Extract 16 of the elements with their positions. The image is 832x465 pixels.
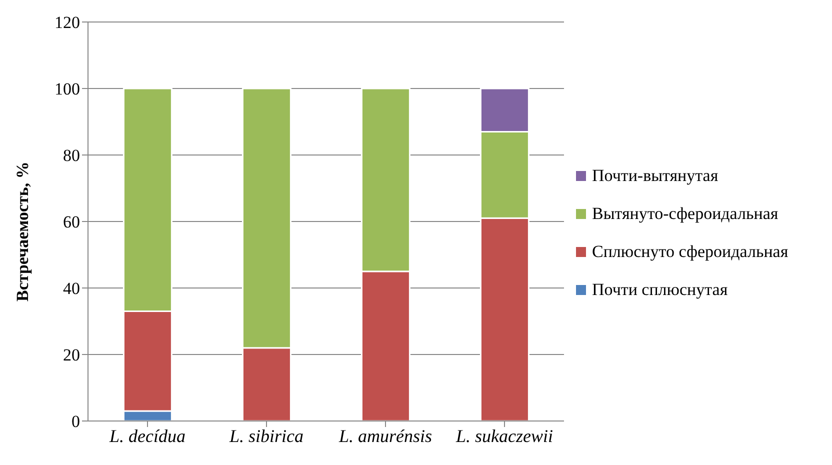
y-tick-label: 40 [63, 279, 80, 298]
y-tick-label: 60 [63, 212, 80, 232]
legend-label: Сплюснуто сфероидальная [592, 242, 788, 262]
legend-label: Почти-вытянутая [592, 166, 718, 186]
y-tick-label: 100 [54, 80, 80, 99]
y-tick-label: 20 [63, 346, 80, 365]
y-tick-label: 120 [54, 13, 80, 32]
x-tick-label: L. sibirica [228, 426, 304, 446]
y-tick-label: 0 [72, 412, 80, 432]
legend-label: Почти сплюснутая [592, 280, 728, 300]
y-axis-title: Встречаемость, % [13, 162, 32, 302]
y-tick-label: 80 [63, 146, 80, 166]
x-tick-label: L. sukaczewii [455, 426, 553, 446]
legend-label: Вытянуто-сфероидальная [592, 204, 778, 224]
x-tick-label: L. amurénsis [338, 426, 432, 446]
x-tick-label: L. decídua [108, 426, 186, 446]
